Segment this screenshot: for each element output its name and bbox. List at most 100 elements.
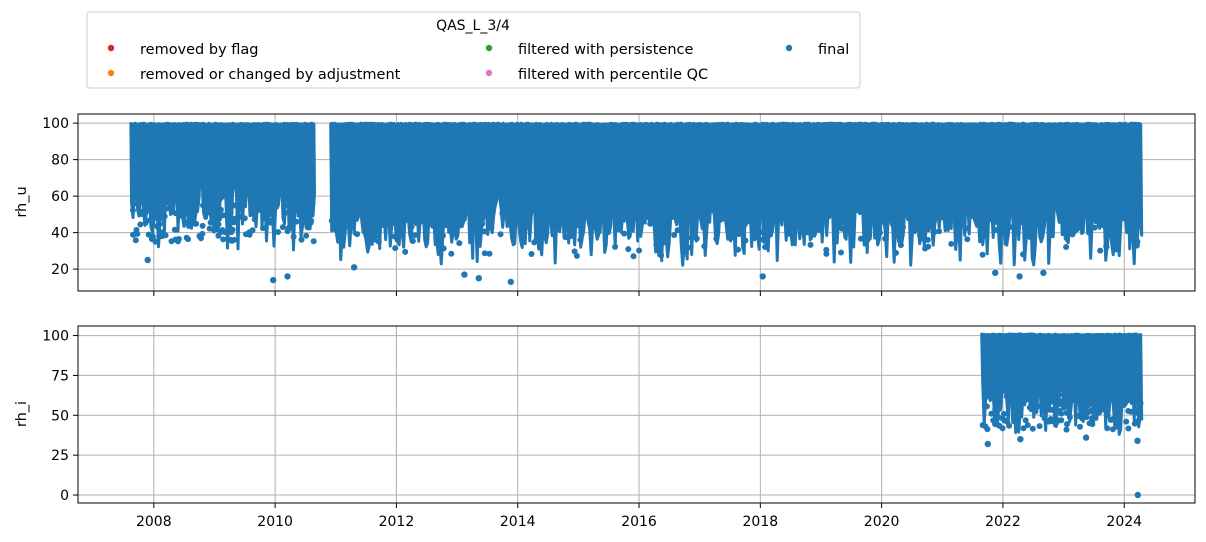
series-final-point (994, 404, 1000, 411)
series-final-point (1063, 426, 1070, 433)
series-final-point (960, 212, 967, 219)
series-final-point (1104, 425, 1111, 432)
series-final-point (693, 235, 700, 242)
panel-rh-i: 2008 2010 2012 2014 2016 2018 2020 2022 2024 0 25… (14, 325, 1196, 530)
series-final-point (1080, 392, 1087, 399)
series-final-point (402, 248, 409, 255)
series-final-point (175, 238, 181, 245)
series-final-outlier-point (992, 269, 999, 276)
series-final-point (630, 253, 637, 260)
series-final-point (1093, 397, 1100, 404)
series-final-point (481, 228, 488, 235)
series-final-outlier-point (1016, 273, 1023, 280)
panel-rh-u: 20 40 60 80 100 rh_u (14, 113, 1196, 296)
series-final-point (448, 250, 455, 257)
series-final-outlier-point (507, 278, 514, 286)
series-final-point (467, 220, 474, 227)
series-final-point (129, 207, 136, 214)
series-final-point (293, 218, 300, 225)
series-final-point (648, 216, 655, 222)
series-final-point (735, 246, 741, 253)
series-final-point (1063, 409, 1070, 416)
series-final-point (1046, 418, 1052, 425)
series-final-point (1088, 415, 1095, 422)
series-final-point (839, 225, 846, 232)
series-final-point (1060, 211, 1066, 218)
series-final-point (479, 220, 486, 227)
series-final-point (534, 215, 541, 221)
series-final-point (266, 217, 273, 224)
series-final-point (899, 214, 906, 221)
series-final-point (258, 204, 265, 211)
series-final-point (162, 232, 169, 239)
panel-rh-u-ylabel: rh_u (14, 186, 30, 217)
series-final-point (1002, 417, 1009, 424)
series-final-point (876, 229, 883, 236)
series-final-point (571, 248, 578, 255)
series-final-point (1109, 426, 1116, 433)
series-final-point (1020, 251, 1026, 258)
series-final-point (310, 238, 317, 245)
series-final-point (303, 219, 310, 226)
series-final-point (133, 227, 140, 233)
series-final-point (528, 251, 535, 257)
series-final-point (298, 236, 305, 243)
series-final-point (724, 216, 731, 223)
series-final-outlier-point (270, 276, 277, 284)
series-final-point (1069, 231, 1076, 238)
series-final-point (305, 224, 312, 231)
series-final-point (427, 217, 434, 224)
series-final-outlier-point (1134, 238, 1141, 245)
series-final-point (213, 219, 220, 226)
series-final-point (260, 225, 266, 232)
series-final-point (525, 224, 532, 230)
series-final-point (252, 203, 258, 210)
series-final-point (279, 224, 286, 231)
series-final-point (199, 230, 206, 237)
series-final-point (1063, 244, 1070, 250)
series-final-point (1085, 409, 1092, 416)
series-final-point (1077, 423, 1083, 430)
series-final-point (386, 209, 393, 216)
series-final-point (575, 212, 582, 219)
series-final-point (688, 234, 695, 241)
y-tick-label-rh-u: 80 (51, 153, 69, 169)
series-final-point (1020, 425, 1027, 432)
series-final-point (1006, 224, 1013, 231)
series-final-point (161, 213, 168, 220)
x-tick-label: 2010 (257, 514, 293, 530)
series-final-point (145, 231, 152, 238)
series-final-point (328, 217, 335, 224)
series-final-point (303, 232, 310, 239)
series-final-point (882, 235, 889, 242)
series-final-point (983, 403, 990, 410)
series-final-point (658, 252, 665, 259)
series-final-point (193, 220, 200, 227)
series-final-point (1124, 396, 1130, 403)
series-final-point (741, 221, 748, 228)
series-final-outlier-point (461, 271, 468, 278)
series-final-point (231, 202, 238, 209)
series-final-point (982, 394, 989, 401)
series-final-point (917, 232, 923, 239)
series-final-point (241, 215, 248, 222)
series-final-point (701, 243, 708, 250)
series-final-point (532, 237, 539, 244)
series-final-point (171, 226, 178, 233)
series-final-point (612, 243, 619, 250)
series-final-point (297, 203, 304, 210)
series-final-point (900, 224, 906, 231)
legend-entry-final: final (785, 42, 849, 58)
series-final-point (1046, 397, 1053, 404)
series-final-point (625, 246, 632, 253)
series-final-point (440, 245, 447, 252)
series-final-point (148, 236, 155, 242)
series-final-point (285, 225, 292, 231)
series-final-point (568, 233, 575, 239)
series-final-point (1096, 409, 1103, 416)
series-final-point (1041, 415, 1048, 422)
series-final-point (1014, 398, 1021, 405)
panel-rh-i-y-ticks: 0 25 50 75 100 (42, 329, 78, 504)
series-final-point (832, 215, 839, 222)
series-final-point (232, 215, 239, 222)
